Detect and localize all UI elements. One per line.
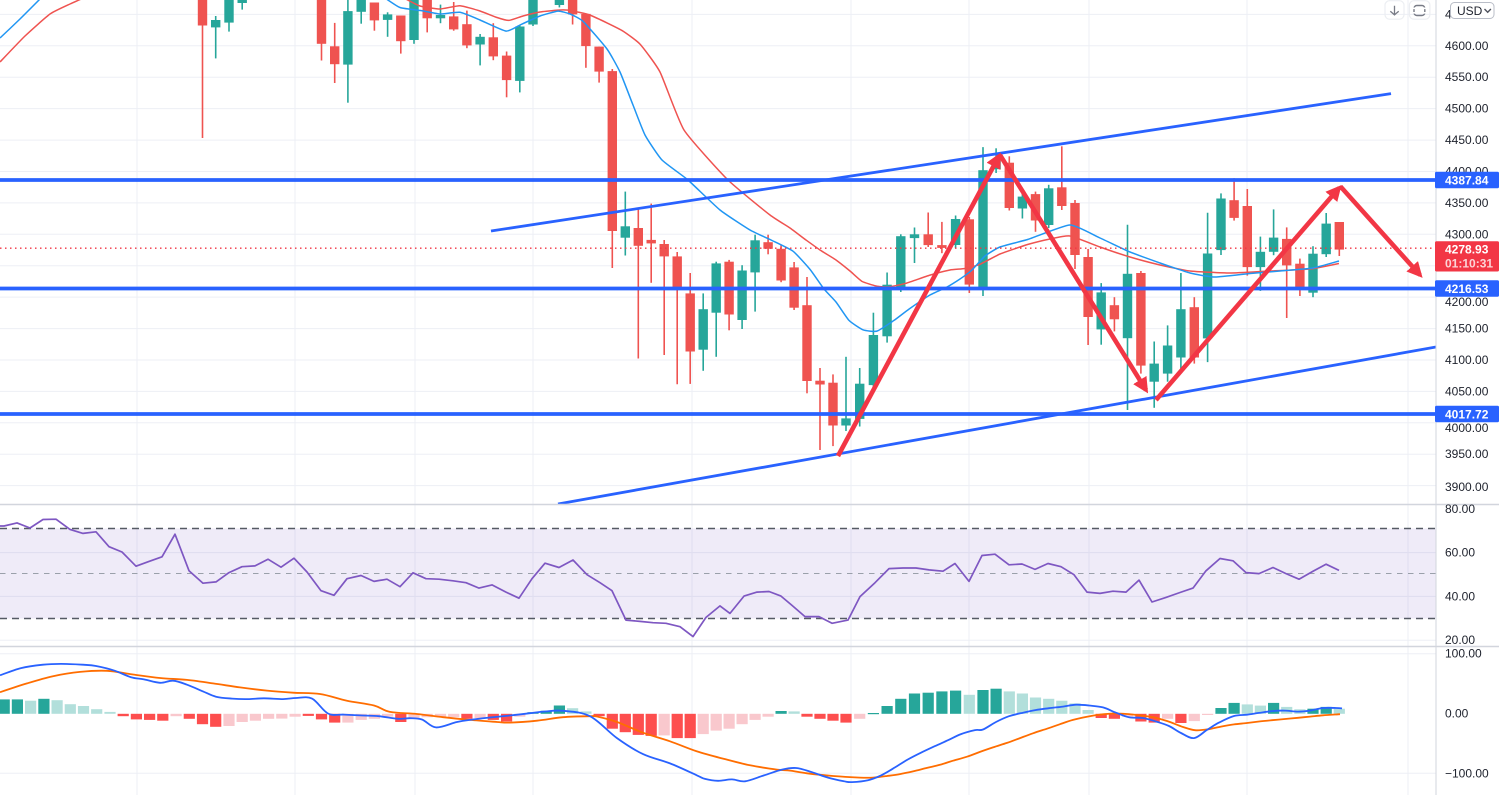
svg-text:4550.00: 4550.00 xyxy=(1445,70,1489,84)
svg-text:4150.00: 4150.00 xyxy=(1445,322,1489,336)
svg-text:4278.93: 4278.93 xyxy=(1445,243,1489,257)
svg-text:20.00: 20.00 xyxy=(1445,633,1475,647)
svg-text:3900.00: 3900.00 xyxy=(1445,480,1489,494)
svg-text:4200.00: 4200.00 xyxy=(1445,295,1489,309)
svg-text:4000.00: 4000.00 xyxy=(1445,421,1489,435)
svg-text:4100.00: 4100.00 xyxy=(1445,353,1489,367)
svg-text:USD: USD xyxy=(1457,4,1483,18)
svg-text:60.00: 60.00 xyxy=(1445,546,1475,560)
svg-text:4450.00: 4450.00 xyxy=(1445,133,1489,147)
svg-text:−100.00: −100.00 xyxy=(1445,767,1489,781)
svg-text:4017.72: 4017.72 xyxy=(1445,407,1489,421)
svg-text:4387.84: 4387.84 xyxy=(1445,173,1489,187)
svg-text:100.00: 100.00 xyxy=(1445,646,1482,660)
svg-text:01:10:31: 01:10:31 xyxy=(1445,256,1493,270)
svg-text:4350.00: 4350.00 xyxy=(1445,196,1489,210)
svg-text:4050.00: 4050.00 xyxy=(1445,384,1489,398)
svg-text:4300.00: 4300.00 xyxy=(1445,227,1489,241)
svg-text:4600.00: 4600.00 xyxy=(1445,39,1489,53)
svg-text:4216.53: 4216.53 xyxy=(1445,282,1489,296)
svg-text:40.00: 40.00 xyxy=(1445,589,1475,603)
svg-text:3950.00: 3950.00 xyxy=(1445,447,1489,461)
svg-text:0.00: 0.00 xyxy=(1445,707,1469,721)
svg-text:4500.00: 4500.00 xyxy=(1445,102,1489,116)
svg-text:80.00: 80.00 xyxy=(1445,502,1475,516)
